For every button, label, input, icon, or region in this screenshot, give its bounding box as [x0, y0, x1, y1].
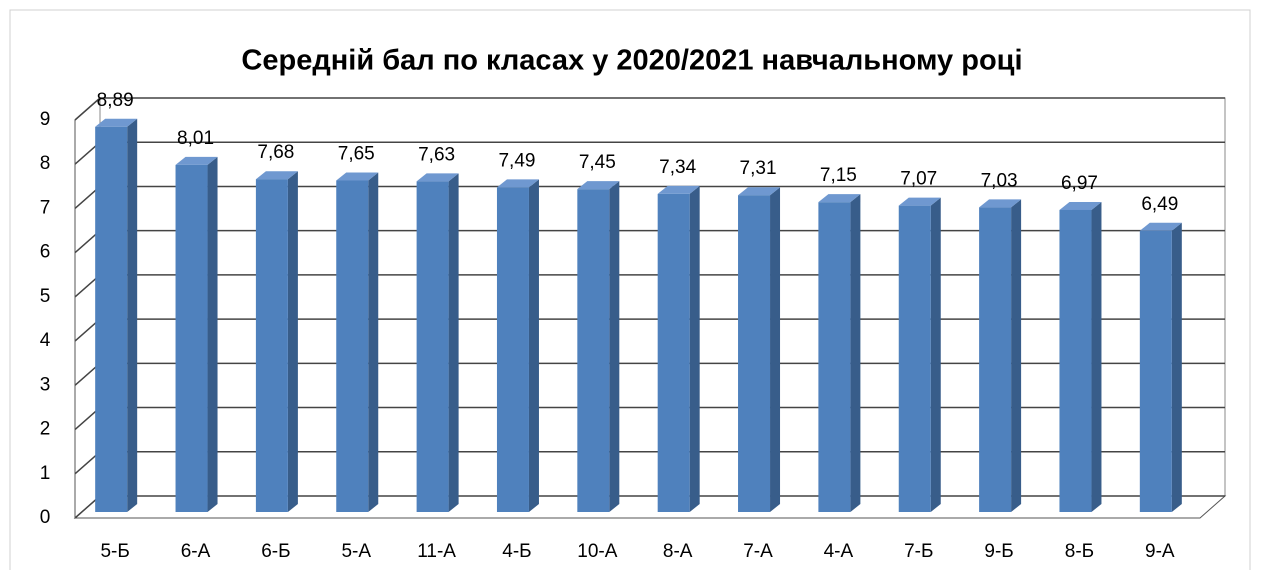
bar-side — [448, 173, 459, 512]
y-tick-label: 9 — [40, 109, 51, 130]
bar-top — [496, 179, 539, 188]
bar-side — [287, 171, 298, 512]
data-label: 6,49 — [1141, 194, 1178, 215]
bar-side — [609, 181, 620, 512]
bar-side — [1091, 201, 1102, 512]
bar-top — [657, 185, 700, 194]
y-tick-label: 1 — [40, 463, 51, 484]
bar — [336, 180, 369, 512]
bar — [1059, 209, 1092, 512]
bar-top — [1059, 201, 1102, 210]
bar-side — [850, 194, 861, 512]
bar — [496, 187, 529, 512]
bar — [1139, 230, 1172, 512]
data-label: 7,15 — [820, 165, 857, 186]
bar-side — [1011, 199, 1022, 512]
x-tick-label: 10-А — [577, 541, 617, 562]
bar-top — [336, 172, 379, 181]
bar-top — [175, 156, 218, 165]
bar-side — [207, 156, 218, 512]
data-label: 6,97 — [1061, 173, 1098, 194]
bar — [979, 207, 1012, 512]
grid-line-side — [74, 97, 101, 121]
y-tick-label: 0 — [40, 507, 51, 528]
bar-side — [689, 185, 700, 512]
bar-side — [1171, 222, 1182, 512]
x-tick-label: 6-А — [181, 541, 211, 562]
x-tick-label: 4-Б — [502, 541, 531, 562]
bar — [577, 189, 610, 512]
data-label: 7,34 — [659, 157, 696, 178]
bar — [416, 181, 449, 512]
chart-title: Середній бал по класах у 2020/2021 навча… — [241, 45, 1022, 77]
data-label: 7,45 — [579, 152, 616, 173]
bar — [657, 193, 690, 512]
bar — [175, 164, 208, 512]
y-tick-label: 8 — [40, 153, 51, 174]
x-tick-label: 7-А — [743, 541, 773, 562]
bar-side — [127, 118, 138, 513]
floor — [73, 495, 1227, 519]
x-tick-label: 8-Б — [1065, 541, 1094, 562]
data-label: 7,03 — [981, 170, 1018, 191]
bar — [255, 179, 288, 512]
bar — [738, 195, 771, 512]
bar-top — [577, 181, 620, 190]
y-tick-label: 5 — [40, 286, 51, 307]
x-tick-label: 7-Б — [904, 541, 933, 562]
data-label: 7,31 — [740, 158, 777, 179]
data-label: 7,63 — [418, 144, 455, 165]
bar-side — [770, 187, 781, 512]
x-tick-label: 5-А — [341, 541, 371, 562]
data-label: 8,01 — [177, 128, 214, 149]
bar — [818, 202, 851, 512]
bar-side — [368, 172, 379, 512]
y-tick-label: 7 — [40, 197, 51, 218]
x-tick-label: 6-Б — [261, 541, 290, 562]
x-tick-label: 9-А — [1145, 541, 1175, 562]
bar-top — [738, 187, 781, 196]
y-tick-label: 4 — [40, 330, 51, 351]
bar-top — [416, 173, 459, 182]
data-label: 7,49 — [498, 150, 535, 171]
data-label: 7,65 — [338, 144, 375, 165]
data-label: 7,07 — [900, 169, 937, 190]
bar — [898, 205, 931, 512]
x-tick-label: 8-А — [663, 541, 693, 562]
bar — [95, 126, 128, 513]
bar-top — [1139, 222, 1182, 231]
y-tick-label: 2 — [40, 419, 51, 440]
bar-top — [255, 171, 298, 180]
bar-top — [95, 118, 138, 127]
x-tick-label: 5-Б — [100, 541, 129, 562]
bar-side — [930, 197, 941, 512]
y-tick-label: 3 — [40, 374, 51, 395]
bar-top — [818, 194, 861, 203]
bar-top — [979, 199, 1022, 208]
bar-side — [528, 179, 539, 512]
x-tick-label: 9-Б — [984, 541, 1013, 562]
data-label: 8,89 — [97, 90, 134, 111]
bar-top — [898, 197, 941, 206]
x-tick-label: 4-А — [824, 541, 854, 562]
x-tick-label: 11-А — [417, 541, 456, 562]
y-tick-label: 6 — [40, 242, 51, 263]
data-label: 7,68 — [257, 142, 294, 163]
